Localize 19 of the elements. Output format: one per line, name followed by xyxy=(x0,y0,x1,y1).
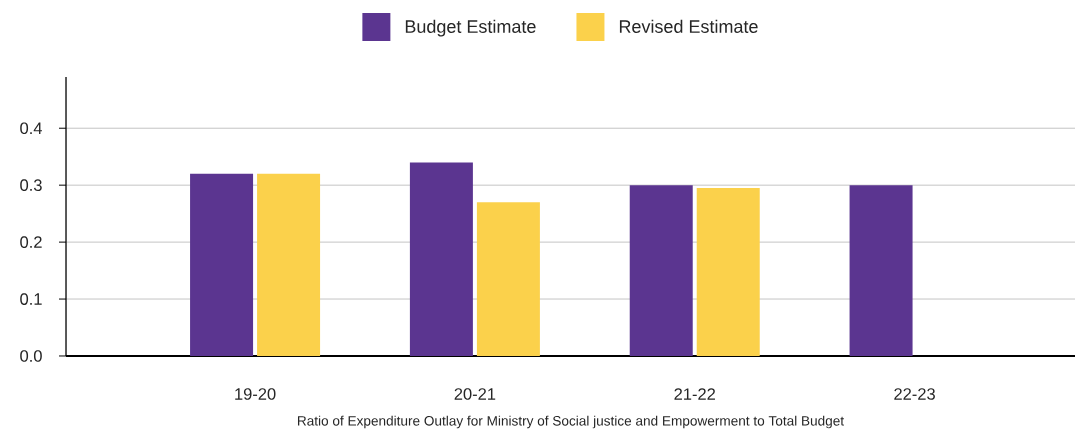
x-tick-label: 19-20 xyxy=(235,388,276,400)
y-tick-label: 0.0 xyxy=(20,350,42,362)
bar xyxy=(190,173,254,356)
bar xyxy=(409,162,473,356)
bar xyxy=(629,185,693,356)
x-tick-label: 22-23 xyxy=(894,388,935,400)
x-tick-label: 21-22 xyxy=(674,388,715,400)
y-tick-label: 0.4 xyxy=(20,122,42,135)
x-axis-title: Ratio of Expenditure Outlay for Ministry of Social justice and Empowerment to Total Budget xyxy=(297,415,844,429)
bar xyxy=(476,202,540,356)
bar xyxy=(696,188,760,356)
bar xyxy=(257,173,321,356)
y-tick-label: 0.3 xyxy=(20,179,42,192)
x-tick-label: 20-21 xyxy=(454,388,496,400)
y-tick-label: 0.2 xyxy=(20,236,42,248)
bar xyxy=(849,185,913,356)
y-tick-label: 0.1 xyxy=(20,293,42,305)
legend-label: Revised Estimate xyxy=(619,19,758,33)
legend-label: Budget Estimate xyxy=(405,19,536,37)
